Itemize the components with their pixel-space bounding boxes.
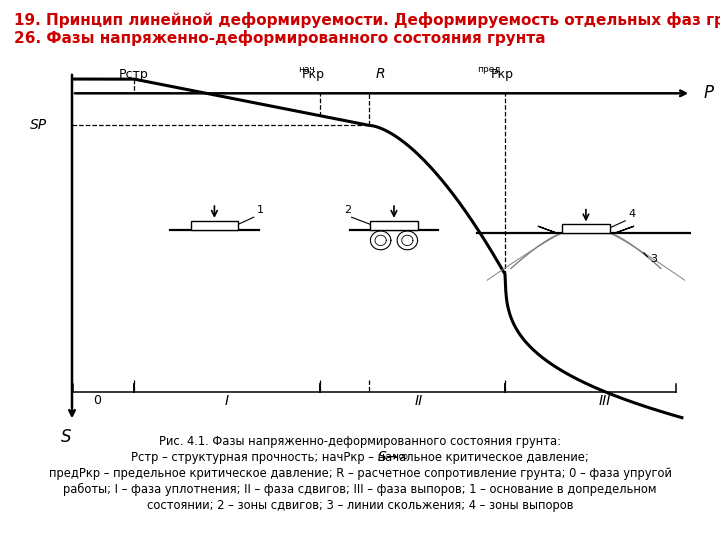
Text: 2: 2 <box>344 205 351 215</box>
Text: Рис. 4.1. Фазы напряженно-деформированного состояния грунта:: Рис. 4.1. Фазы напряженно-деформированно… <box>159 435 561 448</box>
Text: предРкр – предельное критическое давление; R – расчетное сопротивление грунта; 0: предРкр – предельное критическое давлени… <box>48 467 672 480</box>
Text: Рстр – структурная прочность; начРкр – начальное критическое давление;: Рстр – структурная прочность; начРкр – н… <box>131 451 589 464</box>
Text: 26. Фазы напряженно-деформированного состояния грунта: 26. Фазы напряженно-деформированного сос… <box>14 30 546 46</box>
Text: 4: 4 <box>629 209 636 219</box>
Text: нач: нач <box>298 65 315 74</box>
Text: работы; I – фаза уплотнения; II – фаза сдвигов; III – фаза выпоров; 1 – основани: работы; I – фаза уплотнения; II – фаза с… <box>63 483 657 496</box>
Text: S: S <box>60 428 71 447</box>
Text: R: R <box>375 67 385 81</box>
Bar <box>370 221 418 230</box>
Text: P: P <box>703 84 714 102</box>
Text: I: I <box>225 394 229 408</box>
Text: 1: 1 <box>257 205 264 215</box>
Text: SР: SР <box>30 118 48 132</box>
Bar <box>191 221 238 230</box>
Bar <box>562 224 610 233</box>
Text: пред: пред <box>477 65 501 74</box>
Text: III: III <box>598 394 611 408</box>
Text: S→∞: S→∞ <box>378 450 410 464</box>
Text: 3: 3 <box>651 254 657 264</box>
Text: Pкр: Pкр <box>491 68 514 81</box>
Text: состоянии; 2 – зоны сдвигов; 3 – линии скольжения; 4 – зоны выпоров: состоянии; 2 – зоны сдвигов; 3 – линии с… <box>147 500 573 512</box>
Text: 19. Принцип линейной деформируемости. Деформируемость отдельных фаз грунта.: 19. Принцип линейной деформируемости. Де… <box>14 12 720 28</box>
Text: 0: 0 <box>93 394 101 408</box>
Text: Pстр: Pстр <box>119 68 149 81</box>
Text: II: II <box>415 394 423 408</box>
Text: Pкр: Pкр <box>302 68 325 81</box>
